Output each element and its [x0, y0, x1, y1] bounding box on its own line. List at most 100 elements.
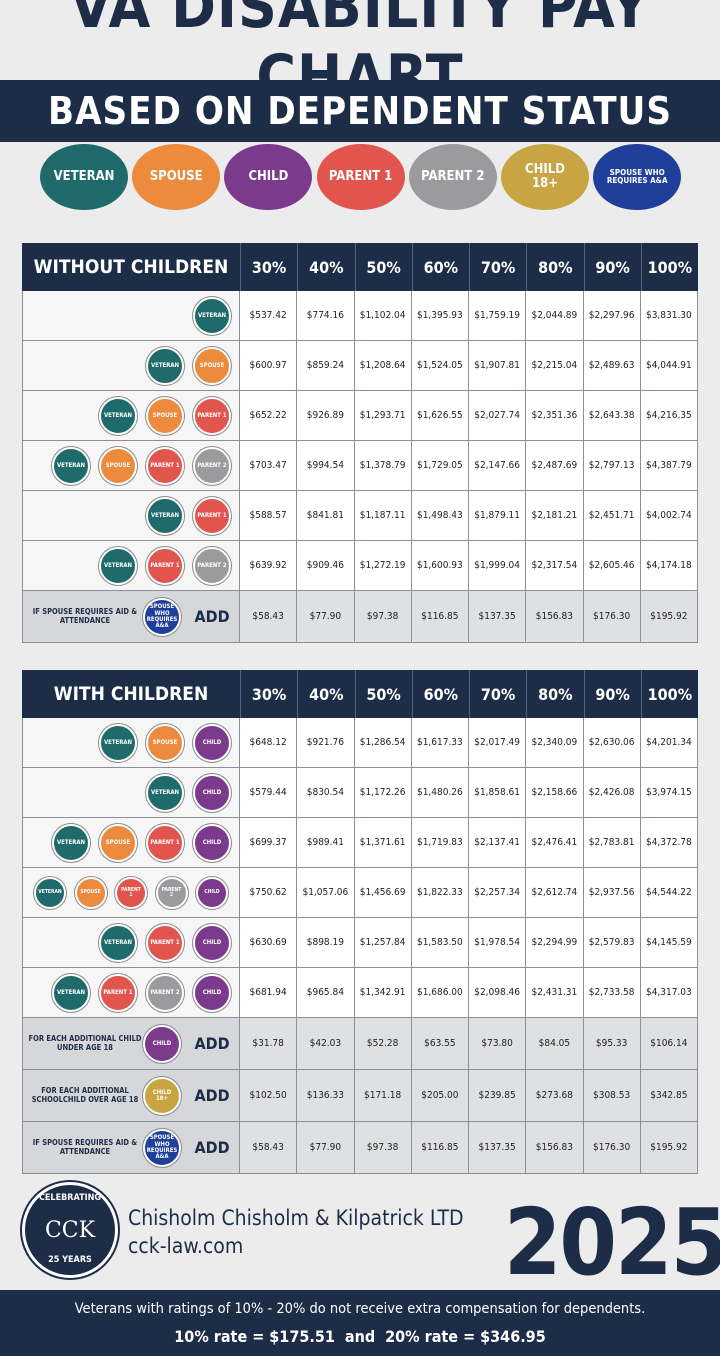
pay-value: $156.83	[526, 591, 584, 643]
table-heading: WITHOUT CHILDREN	[33, 256, 229, 278]
pay-value: $1,395.93	[411, 291, 469, 341]
pay-value: $1,187.11	[354, 491, 412, 541]
dependent-icon: PARENT 2	[146, 974, 184, 1012]
pay-value: $1,456.69	[354, 868, 412, 918]
add-row-label-cell	[22, 1122, 240, 1174]
column-header: 40%	[297, 670, 354, 718]
pay-value: $681.94	[240, 968, 298, 1018]
pay-value: $1,524.05	[411, 341, 469, 391]
column-header: 80%	[526, 670, 583, 718]
legend-item: SPOUSE	[132, 144, 221, 210]
add-action: ADD	[194, 606, 230, 626]
pay-value: $137.35	[469, 591, 527, 643]
logo-bottom: 25 YEARS	[48, 1255, 92, 1265]
pay-value: $3,831.30	[640, 291, 698, 341]
pay-value: $4,216.35	[640, 391, 698, 441]
pay-value: $176.30	[583, 591, 641, 643]
dependent-icon: PARENT 2	[155, 877, 188, 909]
dependent-icon: VETERAN	[146, 347, 184, 385]
pay-value: $703.47	[240, 441, 298, 491]
pay-value: $1,208.64	[354, 341, 412, 391]
title: VA DISABILITY PAY CHART	[69, 0, 651, 112]
pay-value: $1,102.04	[354, 291, 412, 341]
pay-value: $195.92	[640, 591, 698, 643]
pay-value: $1,858.61	[469, 768, 527, 818]
pay-value: $2,451.71	[583, 491, 641, 541]
dependent-icon: SPOUSE	[193, 347, 231, 385]
pay-value: $2,017.49	[469, 718, 527, 768]
column-header: 50%	[354, 243, 412, 291]
pay-value: $42.03	[297, 1018, 355, 1070]
website: cck-law.com	[128, 1234, 244, 1258]
pay-value: $1,617.33	[411, 718, 469, 768]
dependent-icon: CHILD	[193, 774, 231, 812]
pay-value: $1,498.43	[411, 491, 469, 541]
pay-value: $2,579.83	[583, 918, 641, 968]
pay-value: $841.81	[297, 491, 355, 541]
pay-value: $750.62	[240, 868, 298, 918]
dependent-icon: CHILD 18+	[143, 1077, 181, 1115]
pay-value: $4,174.18	[640, 541, 698, 591]
dependent-icon: VETERAN	[146, 497, 184, 535]
pay-value: $1,907.81	[469, 341, 527, 391]
pay-value: $2,147.66	[469, 441, 527, 491]
pay-value: $2,297.96	[583, 291, 641, 341]
pay-value: $97.38	[354, 591, 412, 643]
pay-value: $4,372.78	[640, 818, 698, 868]
pay-value: $2,351.36	[526, 391, 584, 441]
add-action: ADD	[194, 1137, 230, 1157]
pay-value: $4,544.22	[640, 868, 698, 918]
pay-value: $95.33	[583, 1018, 641, 1070]
legend-item: CHILD	[224, 144, 313, 210]
dependent-icon: PARENT 1	[146, 824, 184, 862]
pay-value: $2,340.09	[526, 718, 584, 768]
pay-value: $2,027.74	[469, 391, 527, 441]
dependent-icon: CHILD	[193, 974, 231, 1012]
pay-value: $52.28	[354, 1018, 412, 1070]
pay-value: $205.00	[411, 1070, 469, 1122]
pay-value: $106.14	[640, 1018, 698, 1070]
dependent-icon: PARENT 1	[146, 547, 184, 585]
pay-value: $989.41	[297, 818, 355, 868]
pay-value: $4,201.34	[640, 718, 698, 768]
column-header: 30%	[240, 243, 297, 291]
dependent-icon: VETERAN	[193, 297, 231, 335]
pay-value: $2,643.38	[583, 391, 641, 441]
subtitle: BASED ON DEPENDENT STATUS	[48, 89, 672, 133]
legend-item: PARENT 2	[408, 144, 497, 210]
pay-value: $3,974.15	[640, 768, 698, 818]
add-row-label-cell	[22, 591, 240, 643]
pay-value: $4,002.74	[640, 491, 698, 541]
dependent-icon: VETERAN	[34, 877, 66, 909]
pay-value: $171.18	[354, 1070, 412, 1122]
pay-value: $1,626.55	[411, 391, 469, 441]
dependent-icon: SPOUSE WHO REQUIRES A&A	[143, 598, 181, 636]
column-header: 80%	[526, 243, 583, 291]
pay-value: $1,378.79	[354, 441, 412, 491]
pay-value: $965.84	[297, 968, 355, 1018]
pay-value: $1,719.83	[411, 818, 469, 868]
pay-value: $2,257.34	[469, 868, 527, 918]
pay-value: $116.85	[411, 1122, 469, 1174]
pay-value: $2,431.31	[526, 968, 584, 1018]
dependent-icon: VETERAN	[99, 547, 137, 585]
pay-value: $2,733.58	[583, 968, 641, 1018]
rates: 10% rate = $175.51 and 20% rate = $346.9…	[174, 1326, 546, 1346]
dependent-icon: PARENT 1	[146, 447, 184, 485]
legend-item: PARENT 1	[316, 144, 405, 210]
logo-circle	[22, 1182, 118, 1278]
pay-value: $1,759.19	[469, 291, 527, 341]
pay-value: $2,937.56	[583, 868, 641, 918]
legend-item: SPOUSE WHO REQUIRES A&A	[593, 144, 682, 210]
pay-value: $2,317.54	[526, 541, 584, 591]
column-header: 90%	[583, 243, 641, 291]
column-header: 100%	[640, 670, 698, 718]
footer-band	[0, 1290, 720, 1356]
table-header-bg	[22, 243, 698, 291]
pay-value: $239.85	[469, 1070, 527, 1122]
dependent-icon: PARENT 1	[146, 924, 184, 962]
column-header: 60%	[411, 670, 469, 718]
pay-value: $1,371.61	[354, 818, 412, 868]
pay-value: $58.43	[240, 1122, 298, 1174]
